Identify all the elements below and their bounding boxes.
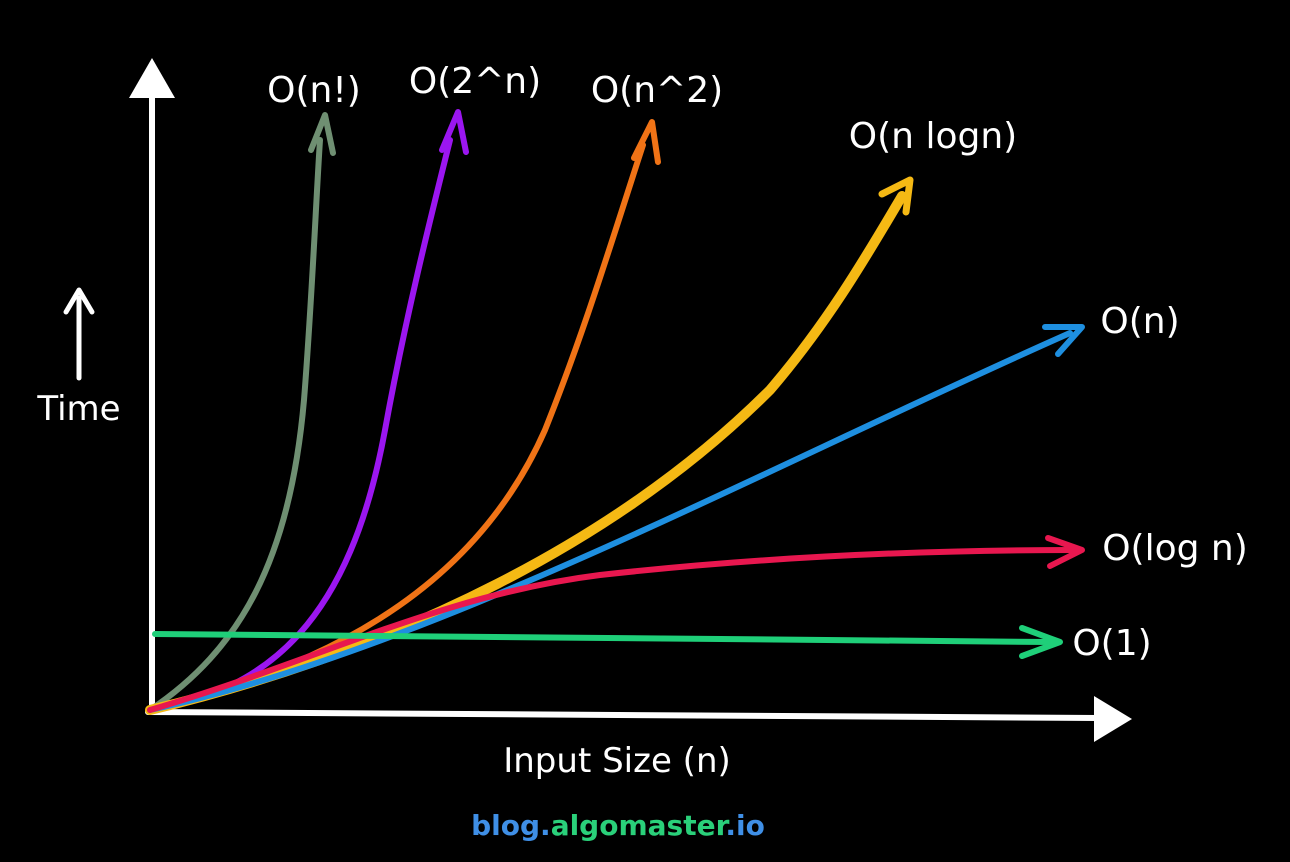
series-label-linear: O(n) bbox=[1100, 301, 1179, 342]
x-axis-arrowhead bbox=[1094, 696, 1132, 742]
series-label-logarithmic: O(log n) bbox=[1102, 528, 1248, 569]
series-curve-logarithmic bbox=[147, 547, 1078, 713]
x-axis-line bbox=[145, 709, 1101, 721]
series-arrowhead-logarithmic bbox=[1045, 535, 1085, 569]
footer-brand: blog.algomaster.io bbox=[471, 809, 765, 842]
footer-brand-part-io: .io bbox=[725, 809, 764, 842]
series-curve-factorial bbox=[147, 137, 323, 713]
series-label-constant: O(1) bbox=[1072, 623, 1151, 664]
series-arrowheads bbox=[308, 109, 1085, 659]
series-label-linearithmic: O(n logn) bbox=[849, 116, 1017, 157]
series-arrowhead-quadratic bbox=[631, 119, 661, 165]
series-arrowhead-linear bbox=[1042, 324, 1085, 357]
series-arrowhead-factorial bbox=[308, 112, 336, 156]
series-curve-linear bbox=[147, 330, 1073, 713]
y-axis-title: Time bbox=[36, 389, 120, 429]
x-axis-title: Input Size (n) bbox=[503, 741, 731, 781]
axes bbox=[129, 58, 1132, 742]
series-arrowhead-constant bbox=[1019, 625, 1063, 659]
y-axis-title-group: Time bbox=[36, 287, 121, 429]
time-arrow-head bbox=[63, 287, 95, 315]
series-arrowhead-exponential bbox=[439, 109, 469, 155]
series-label-exponential: O(2^n) bbox=[409, 61, 541, 102]
footer-brand-part-blog: blog. bbox=[471, 809, 551, 842]
y-axis-arrowhead bbox=[129, 58, 175, 98]
series-curves bbox=[145, 137, 1078, 715]
series-curve-constant bbox=[152, 631, 1053, 645]
series-labels: O(n!) O(2^n) O(n^2) O(n logn) O(n) O(log… bbox=[267, 61, 1248, 664]
series-arrowhead-linearithmic bbox=[878, 176, 914, 216]
footer-brand-part-algomaster: algomaster bbox=[551, 809, 730, 842]
series-label-factorial: O(n!) bbox=[267, 70, 361, 111]
series-label-quadratic: O(n^2) bbox=[591, 70, 723, 111]
